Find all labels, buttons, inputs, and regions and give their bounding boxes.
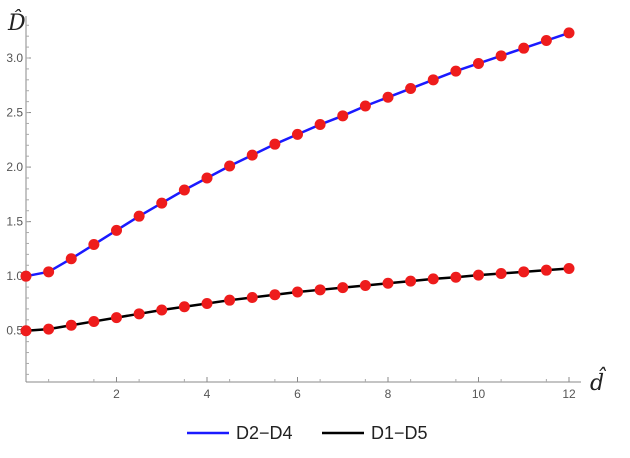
y-tick-label: 1.0: [6, 269, 23, 283]
data-point: [405, 83, 417, 95]
data-point: [337, 110, 349, 122]
data-point: [43, 266, 55, 278]
data-point: [382, 277, 394, 289]
data-point: [563, 27, 575, 39]
data-point: [337, 282, 349, 294]
data-point: [427, 273, 439, 285]
data-point: [20, 325, 32, 337]
legend-label-series-1: D2−D4: [236, 423, 293, 443]
y-tick-label: 2.5: [6, 106, 23, 120]
y-tick-label: 2.0: [6, 160, 23, 174]
data-point: [156, 197, 168, 209]
x-tick-label: 2: [113, 387, 120, 401]
data-point: [178, 184, 190, 196]
series-line: [25, 31, 570, 278]
data-point: [111, 224, 122, 236]
series-line: [25, 267, 570, 332]
data-point: [246, 149, 258, 161]
y-tick-label: 1.5: [6, 215, 23, 229]
data-point: [359, 100, 371, 112]
data-point: [540, 264, 552, 276]
series-2-markers: [20, 263, 575, 337]
x-axis-label: d̂: [590, 367, 607, 396]
data-point: [88, 239, 100, 251]
x-tick-label: 4: [204, 387, 211, 401]
data-point: [473, 57, 484, 69]
series-1: [25, 31, 570, 278]
series-1-markers: [20, 27, 575, 282]
data-point: [224, 294, 236, 306]
y-tick-label: 0.5: [6, 324, 23, 338]
data-point: [450, 271, 462, 283]
data-point: [43, 323, 55, 335]
data-point: [518, 266, 530, 278]
data-point: [133, 308, 145, 320]
data-point: [20, 270, 32, 282]
x-tick-label: 10: [472, 387, 486, 401]
data-point: [359, 279, 371, 291]
data-point: [405, 275, 417, 287]
data-point: [382, 91, 394, 103]
series-2: [25, 267, 570, 332]
data-point: [518, 42, 530, 54]
data-point: [563, 263, 575, 275]
data-point: [292, 286, 303, 298]
data-point: [88, 315, 100, 327]
x-tick-label: 6: [294, 387, 301, 401]
y-ticks: 0.5 1.0 1.5 2.0 2.5 3.0: [6, 24, 31, 375]
data-point: [314, 284, 326, 296]
data-point: [246, 291, 258, 303]
x-ticks: 2 4 6 8 10 12: [48, 377, 576, 401]
y-tick-label: 3.0: [6, 51, 23, 65]
data-point: [450, 65, 462, 77]
data-point: [495, 267, 507, 279]
data-point: [65, 319, 77, 331]
data-point: [111, 312, 122, 324]
data-point: [427, 74, 439, 86]
data-point: [540, 35, 552, 47]
data-point: [201, 297, 213, 309]
data-point: [495, 50, 507, 62]
x-tick-label: 8: [385, 387, 392, 401]
legend: D2−D4 D1−D5: [187, 423, 428, 443]
y-axis-label: D̂: [7, 10, 26, 36]
data-point: [269, 138, 281, 150]
data-point: [156, 304, 168, 316]
data-point: [65, 253, 77, 265]
axes: 2 4 6 8 10 12 0.5 1.0 1.5 2.0 2.5 3.0: [6, 16, 581, 401]
data-point: [178, 301, 190, 313]
data-point: [224, 160, 236, 172]
x-tick-label: 12: [562, 387, 576, 401]
data-point: [201, 172, 213, 184]
data-point: [292, 128, 303, 140]
series-layer: [20, 27, 575, 337]
data-point: [314, 119, 326, 131]
data-point: [133, 210, 145, 222]
legend-label-series-2: D1−D5: [371, 423, 428, 443]
data-point: [473, 269, 484, 281]
data-point: [269, 289, 281, 301]
